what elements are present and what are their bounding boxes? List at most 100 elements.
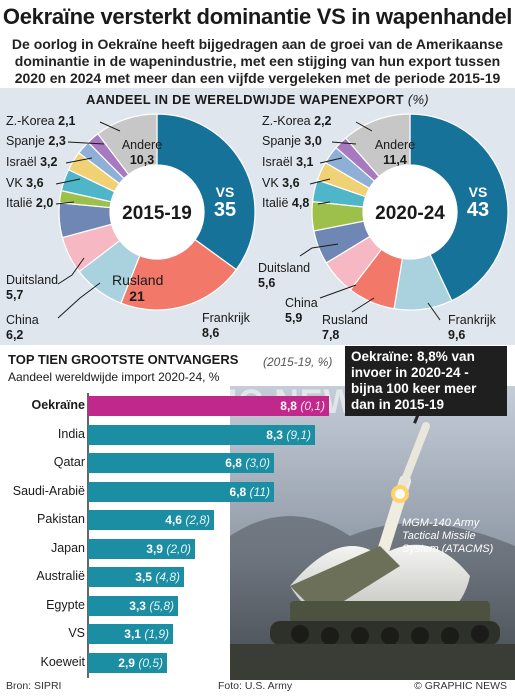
bar-axis xyxy=(87,393,89,678)
donut-period-label: 2015-19 xyxy=(122,203,192,224)
label-1-zkorea: Z.-Korea 2,1 xyxy=(6,114,76,128)
bar-previous-label: (4,8) xyxy=(151,570,180,584)
leader-line xyxy=(351,297,375,313)
bar-previous-label: (5,8) xyxy=(145,598,174,613)
page-title: Oekraïne versterkt dominantie VS in wape… xyxy=(2,4,513,29)
bar-koeweit: 2,9 (0,5) xyxy=(88,652,167,673)
bar-previous-label: (9,1) xyxy=(282,427,311,442)
leader-line xyxy=(355,121,373,132)
label-leader-lines xyxy=(55,121,441,321)
label-2-vk: VK 3,6 xyxy=(262,176,300,190)
photo-caption: MGM-140 Army Tactical Missile System (AT… xyxy=(402,517,494,555)
leader-line xyxy=(55,178,81,185)
donut-2020-24: 2020-24 xyxy=(311,113,509,311)
bar-category-label: Australië xyxy=(36,569,85,583)
label-2-spanje: Spanje 3,0 xyxy=(262,134,322,148)
bar-previous-label: (3,0) xyxy=(241,456,270,470)
bar-japan: 3,9 (2,0) xyxy=(88,538,195,559)
donut-period-label: 2020-24 xyxy=(375,203,445,224)
leader-line xyxy=(317,201,331,205)
leader-line xyxy=(57,282,101,319)
leader-line xyxy=(55,201,75,205)
recipients-title: TOP TIEN GROOTSTE ONTVANGERS xyxy=(8,352,239,367)
bar-category-label: Oekraïne xyxy=(31,398,85,412)
label-1-spanje: Spanje 2,3 xyxy=(6,134,66,148)
bar-value-label: 6,8 xyxy=(225,456,242,470)
bar-previous-label: (11) xyxy=(246,484,270,499)
label-1-rusland: Rusland 21 xyxy=(112,272,164,304)
bar-vs: 3,1 (1,9) xyxy=(88,624,173,644)
leader-line xyxy=(427,302,441,321)
donut-2015-19: 2015-19 xyxy=(58,113,256,311)
leader-line xyxy=(309,178,331,185)
bar-value-label: 3,9 xyxy=(146,541,163,556)
bar-value-label: 8,8 xyxy=(280,399,297,413)
photo-credit: Foto: U.S. Army xyxy=(218,680,293,692)
label-2-italie: Italië 4,8 xyxy=(262,196,310,210)
label-1-china: China 6,2 xyxy=(6,313,39,342)
bar-category-label: Pakistan xyxy=(37,512,85,526)
bar-oekra-ne: 8,8 (0,1) xyxy=(88,396,329,416)
recipients-comparison-note: (2015-19, %) xyxy=(263,355,333,369)
label-2-zkorea: Z.-Korea 2,2 xyxy=(262,114,332,128)
bar-value-label: 2,9 xyxy=(118,655,135,670)
bar-india: 8,3 (9,1) xyxy=(88,424,315,445)
bar-previous-label: (2,0) xyxy=(162,541,191,556)
bar-value-label: 8,3 xyxy=(266,427,283,442)
label-2-andere: Andere 11,4 xyxy=(374,138,416,167)
bar-value-label: 3,5 xyxy=(135,570,152,584)
leader-line xyxy=(57,257,85,285)
export-donuts: 2015-19 2020-24 xyxy=(55,113,509,321)
label-2-duitsland: Duitsland 5,6 xyxy=(258,261,311,290)
leader-line xyxy=(319,157,343,164)
export-section-unit: (%) xyxy=(407,92,429,107)
source-note: Bron: SIPRI xyxy=(6,680,62,692)
bar-previous-label: (2,8) xyxy=(181,513,210,527)
leader-line xyxy=(299,243,339,257)
bar-australi-: 3,5 (4,8) xyxy=(88,567,184,587)
bar-egypte: 3,3 (5,8) xyxy=(88,595,178,616)
label-1-italie: Italië 2,0 xyxy=(6,196,54,210)
bar-previous-label: (0,5) xyxy=(134,655,163,670)
label-1-andere: Andere 10,3 xyxy=(121,138,163,167)
label-2-frankrijk: Frankrijk 9,6 xyxy=(448,313,496,342)
leader-line xyxy=(67,141,105,145)
leader-line xyxy=(319,284,357,299)
label-1-vs: VS 35 xyxy=(213,184,237,221)
donut-hole xyxy=(110,165,204,259)
leader-line xyxy=(99,121,121,132)
leader-line xyxy=(331,141,357,145)
label-2-rusland: Rusland 7,8 xyxy=(322,313,368,342)
bar-value-label: 3,1 xyxy=(124,627,141,641)
export-section-title: AANDEEL IN DE WERELDWIJDE WAPENEXPORT (%… xyxy=(0,92,515,107)
bar-value-label: 6,8 xyxy=(229,484,247,499)
bar-category-label: Egypte xyxy=(46,597,85,612)
bar-qatar: 6,8 (3,0) xyxy=(88,453,274,473)
label-2-vs: VS 43 xyxy=(466,184,490,221)
bar-category-label: Qatar xyxy=(53,455,85,469)
leader-line xyxy=(65,157,93,164)
page-subtitle: De oorlog in Oekraïne heeft bijgedragen … xyxy=(11,36,504,86)
bar-previous-label: (1,9) xyxy=(140,627,169,641)
ukraine-callout: Oekraïne: 8,8% van invoer in 2020-24 - b… xyxy=(345,346,507,416)
bar-pakistan: 4,6 (2,8) xyxy=(88,510,214,530)
label-1-israel: Israël 3,2 xyxy=(6,155,58,169)
bar-category-label: Koeweit xyxy=(40,654,85,669)
bar-previous-label: (0,1) xyxy=(296,399,325,413)
bar-category-label: Japan xyxy=(50,540,85,555)
label-1-duitsland: Duitsland 5,7 xyxy=(6,273,59,302)
bar-value-label: 3,3 xyxy=(129,598,146,613)
label-2-israel: Israël 3,1 xyxy=(262,155,314,169)
bar-saudi-arabi-: 6,8 (11) xyxy=(88,481,274,502)
export-section-title-text: AANDEEL IN DE WERELDWIJDE WAPENEXPORT xyxy=(86,92,404,107)
bar-category-label: India xyxy=(57,426,85,441)
label-2-china: China 5,9 xyxy=(285,296,318,325)
bar-category-label: Saudi-Arabië xyxy=(12,483,85,498)
bar-category-label: VS xyxy=(68,626,85,640)
donut-hole xyxy=(363,165,457,259)
bar-value-label: 4,6 xyxy=(165,513,182,527)
copyright: © GRAPHIC NEWS xyxy=(414,680,507,692)
label-1-vk: VK 3,6 xyxy=(6,176,44,190)
recipients-subtitle: Aandeel wereldwijde import 2020-24, % xyxy=(8,370,220,384)
label-1-frankrijk: Frankrijk 8,6 xyxy=(202,311,250,340)
